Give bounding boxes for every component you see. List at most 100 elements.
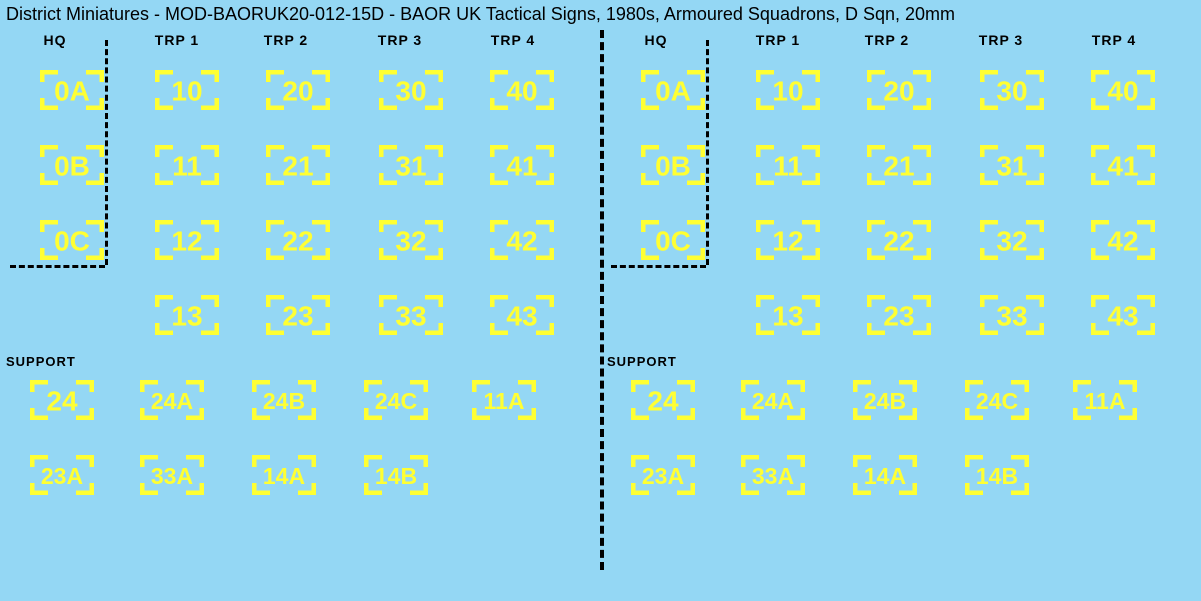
svg-text:21: 21 bbox=[883, 151, 914, 182]
tactical-sign: 24C bbox=[364, 380, 428, 420]
svg-text:23A: 23A bbox=[41, 463, 83, 489]
svg-text:43: 43 bbox=[506, 301, 537, 332]
tactical-sign: 24 bbox=[30, 380, 94, 420]
svg-text:24C: 24C bbox=[976, 388, 1018, 414]
tactical-sign: 40 bbox=[490, 70, 554, 110]
svg-text:12: 12 bbox=[772, 226, 803, 257]
tactical-sign: 42 bbox=[490, 220, 554, 260]
tactical-sign: 41 bbox=[1091, 145, 1155, 185]
svg-text:14B: 14B bbox=[976, 463, 1018, 489]
tactical-sign: 31 bbox=[980, 145, 1044, 185]
svg-text:14B: 14B bbox=[375, 463, 417, 489]
hq-divider-vertical bbox=[706, 40, 709, 265]
support-label: SUPPORT bbox=[6, 354, 76, 369]
tactical-sign: 24A bbox=[140, 380, 204, 420]
svg-text:10: 10 bbox=[171, 76, 202, 107]
svg-text:24C: 24C bbox=[375, 388, 417, 414]
tactical-sign: 22 bbox=[867, 220, 931, 260]
svg-text:24: 24 bbox=[46, 386, 78, 417]
svg-text:31: 31 bbox=[395, 151, 426, 182]
tactical-sign: 31 bbox=[379, 145, 443, 185]
tactical-sign: 20 bbox=[266, 70, 330, 110]
svg-text:33A: 33A bbox=[752, 463, 794, 489]
column-header: TRP 3 bbox=[979, 32, 1023, 48]
tactical-sign: 40 bbox=[1091, 70, 1155, 110]
hq-divider-horizontal bbox=[611, 265, 706, 268]
tactical-sign: 23 bbox=[266, 295, 330, 335]
column-header: TRP 1 bbox=[155, 32, 199, 48]
tactical-sign: 32 bbox=[379, 220, 443, 260]
tactical-sign: 11 bbox=[155, 145, 219, 185]
svg-text:13: 13 bbox=[772, 301, 803, 332]
tactical-sign: 30 bbox=[379, 70, 443, 110]
svg-text:24A: 24A bbox=[752, 388, 794, 414]
tactical-sign: 13 bbox=[155, 295, 219, 335]
tactical-sign: 41 bbox=[490, 145, 554, 185]
tactical-sign: 13 bbox=[756, 295, 820, 335]
svg-text:40: 40 bbox=[506, 76, 537, 107]
column-header: HQ bbox=[645, 32, 668, 48]
svg-text:42: 42 bbox=[1107, 226, 1138, 257]
hq-divider-vertical bbox=[105, 40, 108, 265]
column-header: TRP 4 bbox=[1092, 32, 1136, 48]
svg-text:0B: 0B bbox=[655, 151, 691, 182]
svg-text:33: 33 bbox=[395, 301, 426, 332]
svg-text:10: 10 bbox=[772, 76, 803, 107]
svg-text:33: 33 bbox=[996, 301, 1027, 332]
tactical-sign: 33A bbox=[140, 455, 204, 495]
tactical-sign: 11A bbox=[472, 380, 536, 420]
tactical-sign: 24C bbox=[965, 380, 1029, 420]
svg-text:13: 13 bbox=[171, 301, 202, 332]
svg-text:20: 20 bbox=[282, 76, 313, 107]
svg-text:0C: 0C bbox=[655, 226, 691, 257]
svg-text:11A: 11A bbox=[1085, 388, 1126, 414]
svg-text:24B: 24B bbox=[263, 388, 305, 414]
column-header: TRP 1 bbox=[756, 32, 800, 48]
svg-text:0A: 0A bbox=[54, 76, 90, 107]
svg-text:11A: 11A bbox=[484, 388, 525, 414]
svg-text:41: 41 bbox=[1107, 151, 1138, 182]
tactical-sign: 30 bbox=[980, 70, 1044, 110]
tactical-sign: 23A bbox=[631, 455, 695, 495]
tactical-sign: 33 bbox=[379, 295, 443, 335]
tactical-sign: 11A bbox=[1073, 380, 1137, 420]
tactical-sign: 0C bbox=[40, 220, 104, 260]
hq-divider-horizontal bbox=[10, 265, 105, 268]
tactical-sign: 0B bbox=[40, 145, 104, 185]
tactical-sign: 0B bbox=[641, 145, 705, 185]
svg-text:33A: 33A bbox=[151, 463, 193, 489]
support-label: SUPPORT bbox=[607, 354, 677, 369]
svg-text:0B: 0B bbox=[54, 151, 90, 182]
tactical-sign: 24B bbox=[853, 380, 917, 420]
tactical-sign: 14B bbox=[364, 455, 428, 495]
svg-text:22: 22 bbox=[883, 226, 914, 257]
tactical-sign: 32 bbox=[980, 220, 1044, 260]
tactical-sign: 11 bbox=[756, 145, 820, 185]
tactical-sign: 43 bbox=[490, 295, 554, 335]
tactical-sign: 21 bbox=[867, 145, 931, 185]
tactical-sign: 21 bbox=[266, 145, 330, 185]
svg-text:24: 24 bbox=[647, 386, 679, 417]
tactical-sign: 24 bbox=[631, 380, 695, 420]
tactical-sign: 12 bbox=[756, 220, 820, 260]
svg-text:32: 32 bbox=[996, 226, 1027, 257]
svg-text:41: 41 bbox=[506, 151, 537, 182]
svg-text:20: 20 bbox=[883, 76, 914, 107]
tactical-sign: 43 bbox=[1091, 295, 1155, 335]
tactical-sign: 0A bbox=[40, 70, 104, 110]
tactical-sign: 33 bbox=[980, 295, 1044, 335]
svg-text:40: 40 bbox=[1107, 76, 1138, 107]
svg-text:31: 31 bbox=[996, 151, 1027, 182]
svg-text:23: 23 bbox=[883, 301, 914, 332]
tactical-sign: 23 bbox=[867, 295, 931, 335]
tactical-sign: 22 bbox=[266, 220, 330, 260]
tactical-sign: 20 bbox=[867, 70, 931, 110]
tactical-sign: 0C bbox=[641, 220, 705, 260]
column-header: TRP 3 bbox=[378, 32, 422, 48]
tactical-sign: 33A bbox=[741, 455, 805, 495]
svg-text:12: 12 bbox=[171, 226, 202, 257]
svg-text:43: 43 bbox=[1107, 301, 1138, 332]
svg-text:24B: 24B bbox=[864, 388, 906, 414]
svg-text:14A: 14A bbox=[263, 463, 305, 489]
center-divider bbox=[600, 30, 604, 570]
